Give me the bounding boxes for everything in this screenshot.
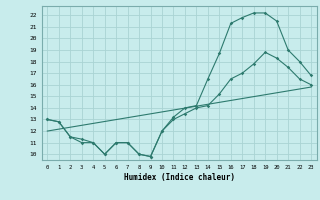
X-axis label: Humidex (Indice chaleur): Humidex (Indice chaleur): [124, 173, 235, 182]
